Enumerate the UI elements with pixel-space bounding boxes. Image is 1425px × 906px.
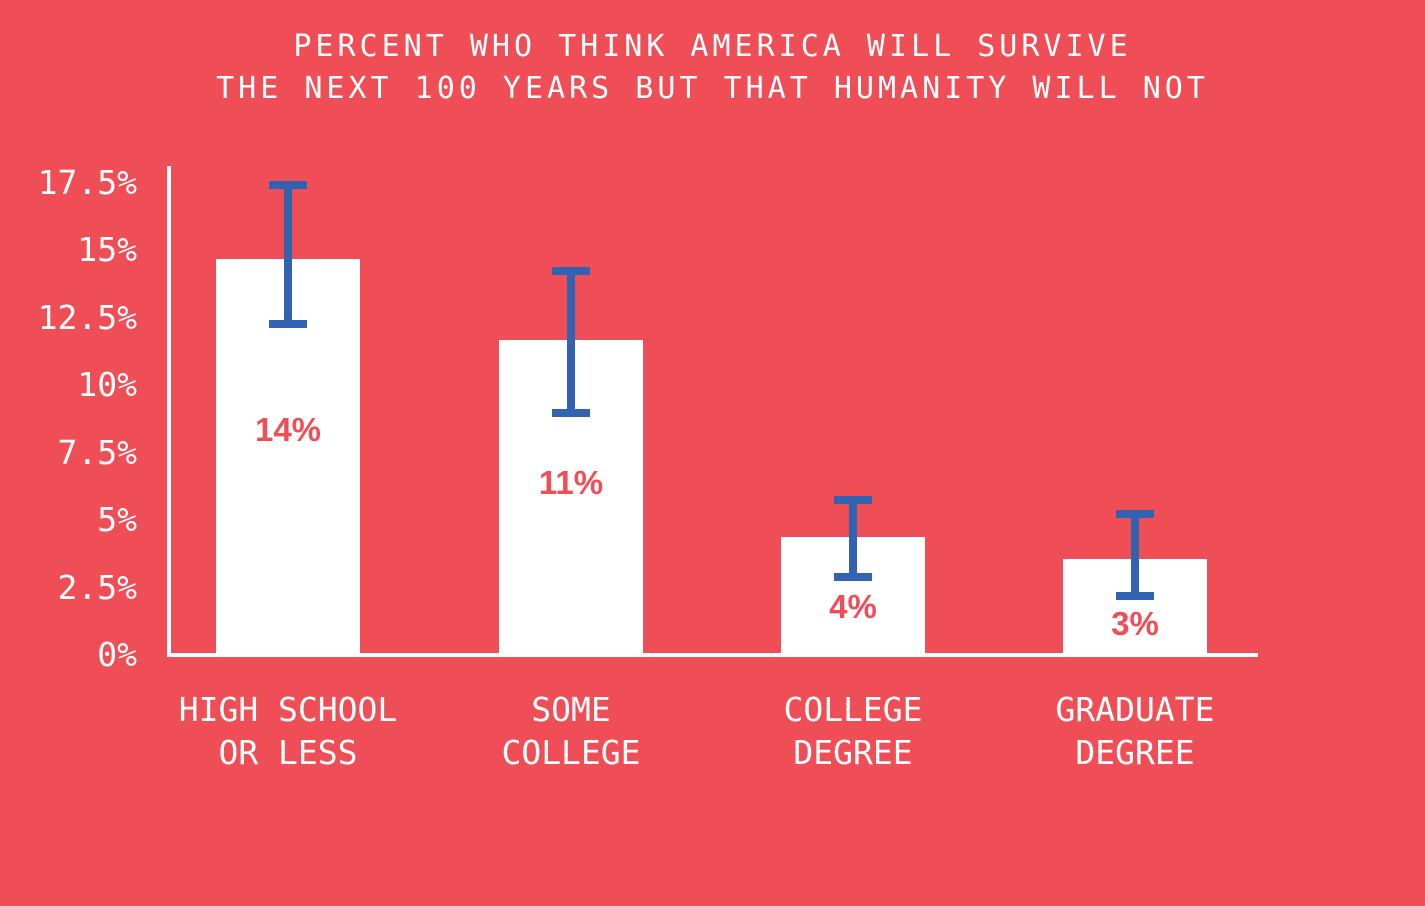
error-bar-stem [284,183,292,324]
error-bar-cap-top [269,180,307,189]
error-bar-cap-bottom [269,319,307,328]
y-tick-label: 15% [77,230,137,270]
x-category-label: GRADUATE DEGREE [975,688,1295,774]
chart-title-line-1: PERCENT WHO THINK AMERICA WILL SURVIVE [293,29,1132,64]
bar-value-label: 3% [1111,605,1159,642]
error-bar-cap-bottom [834,573,872,582]
x-category-label-line: DEGREE [793,733,913,772]
x-category-label-line: SOME [531,690,611,729]
bar-value-label: 11% [538,464,604,501]
x-category-label-line: COLLEGE [783,690,923,729]
chart-title: PERCENT WHO THINK AMERICA WILL SURVIVE T… [0,26,1425,110]
y-tick-label: 7.5% [57,432,137,472]
error-bar-cap-bottom [1116,592,1154,601]
error-bar-stem [567,270,575,413]
y-tick-label: 0% [97,635,137,674]
error-bar-stem [849,499,857,578]
x-category-label-line: COLLEGE [501,733,641,772]
y-tick-label: 10% [77,365,137,405]
y-tick-label: 17.5% [37,163,137,203]
y-axis-line [167,166,171,657]
x-category-label-line: GRADUATE [1055,690,1215,729]
y-tick-label: 5% [97,500,137,540]
error-bar-cap-bottom [552,408,590,417]
y-tick-label: 12.5% [37,297,137,337]
x-category-label: SOME COLLEGE [411,688,731,774]
bar-value-label: 4% [829,588,877,625]
error-bar-cap-top [1116,509,1154,518]
x-category-label: HIGH SCHOOL OR LESS [128,688,448,774]
x-category-label-line: HIGH SCHOOL [178,690,398,729]
x-axis-line [167,653,1258,657]
x-category-label-line: OR LESS [218,733,358,772]
y-tick-label: 2.5% [57,567,137,607]
error-bar-stem [1131,512,1139,597]
error-bar-cap-top [552,267,590,276]
bar-value-label: 14% [254,411,322,448]
x-category-label-line: DEGREE [1075,733,1195,772]
x-category-label: COLLEGE DEGREE [693,688,1013,774]
error-bar-cap-top [834,496,872,505]
chart-title-line-2: THE NEXT 100 YEARS BUT THAT HUMANITY WIL… [216,71,1209,106]
